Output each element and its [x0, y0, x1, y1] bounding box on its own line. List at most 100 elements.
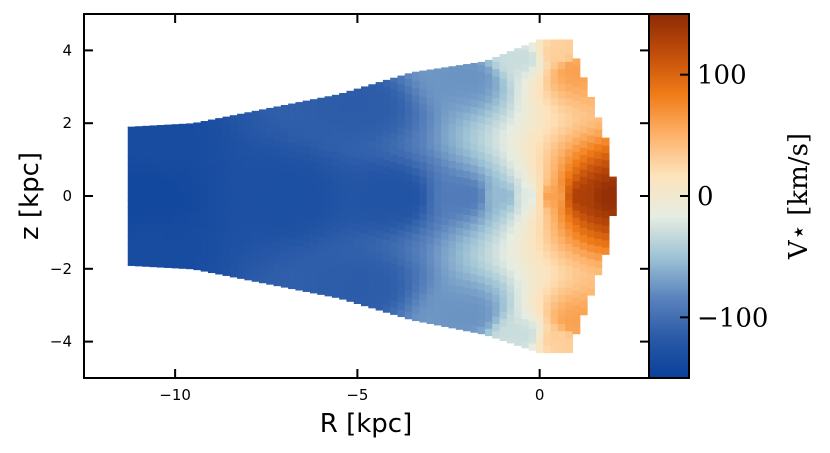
- velocity-cell: [382, 115, 391, 124]
- velocity-cell: [215, 186, 224, 195]
- velocity-cell: [193, 189, 202, 198]
- velocity-cell: [419, 270, 428, 279]
- velocity-cell: [543, 83, 552, 92]
- velocity-cell: [317, 141, 326, 150]
- velocity-cell: [514, 272, 523, 281]
- velocity-cell: [557, 279, 566, 288]
- velocity-cell: [251, 259, 260, 268]
- velocity-cell: [273, 205, 282, 214]
- velocity-cell: [528, 95, 537, 104]
- velocity-cell: [288, 128, 297, 137]
- velocity-cell: [164, 252, 173, 261]
- velocity-cell: [565, 148, 574, 157]
- velocity-cell: [200, 212, 209, 221]
- velocity-cell: [514, 185, 523, 193]
- velocity-cell: [193, 254, 202, 263]
- velocity-cell: [397, 309, 406, 318]
- velocity-cell: [375, 186, 384, 195]
- velocity-cell: [273, 132, 282, 141]
- velocity-cell: [448, 123, 457, 132]
- velocity-cell: [156, 230, 165, 239]
- velocity-cell: [441, 260, 450, 269]
- velocity-cell: [594, 165, 603, 174]
- velocity-cell: [506, 80, 515, 89]
- velocity-cell: [587, 105, 595, 114]
- velocity-cell: [419, 70, 428, 76]
- velocity-cell: [310, 154, 318, 163]
- velocity-cell: [339, 95, 348, 104]
- velocity-cell: [164, 245, 173, 254]
- velocity-cell: [528, 109, 537, 118]
- velocity-cell: [419, 234, 428, 243]
- velocity-cell: [477, 137, 486, 145]
- velocity-cell: [587, 258, 595, 267]
- velocity-cell: [550, 250, 559, 259]
- velocity-cell: [506, 175, 515, 184]
- velocity-cell: [528, 51, 537, 60]
- velocity-cell: [200, 205, 209, 214]
- velocity-cell: [433, 266, 442, 275]
- velocity-cell: [419, 300, 428, 308]
- velocity-cell: [426, 112, 435, 121]
- velocity-cell: [477, 238, 486, 247]
- velocity-cell: [156, 125, 165, 130]
- velocity-cell: [579, 147, 588, 156]
- velocity-cell: [375, 82, 384, 85]
- velocity-cell: [368, 242, 377, 251]
- velocity-cell: [579, 220, 588, 228]
- velocity-cell: [382, 217, 391, 226]
- velocity-cell: [164, 124, 173, 130]
- velocity-cell: [463, 287, 471, 295]
- velocity-cell: [142, 135, 151, 144]
- velocity-cell: [601, 246, 610, 255]
- velocity-cell: [506, 73, 515, 82]
- velocity-cell: [353, 172, 362, 181]
- velocity-cell: [164, 150, 173, 159]
- velocity-cell: [484, 109, 493, 118]
- velocity-cell: [536, 330, 544, 339]
- velocity-cell: [368, 293, 377, 302]
- velocity-cell: [361, 159, 369, 168]
- velocity-cell: [514, 330, 523, 339]
- velocity-cell: [514, 75, 523, 84]
- velocity-cell: [448, 145, 457, 154]
- velocity-cell: [506, 95, 515, 104]
- velocity-cell: [164, 223, 173, 232]
- velocity-cell: [390, 146, 399, 155]
- velocity-cell: [463, 243, 471, 252]
- velocity-cell: [514, 250, 523, 259]
- velocity-cell: [499, 121, 508, 130]
- velocity-cell: [258, 180, 267, 189]
- velocity-cell: [536, 272, 544, 281]
- velocity-cell: [266, 276, 275, 285]
- velocity-cell: [594, 238, 603, 247]
- velocity-cell: [441, 202, 450, 211]
- velocity-cell: [521, 85, 530, 94]
- velocity-cell: [506, 204, 515, 213]
- velocity-cell: [455, 227, 464, 236]
- velocity-cell: [470, 324, 479, 333]
- velocity-cell: [295, 187, 304, 196]
- velocity-cell: [528, 284, 537, 293]
- velocity-cell: [135, 236, 143, 245]
- velocity-cell: [557, 228, 566, 237]
- velocity-cell: [484, 306, 493, 315]
- velocity-cell: [382, 232, 391, 240]
- velocity-cell: [543, 316, 552, 324]
- velocity-cell: [433, 121, 442, 129]
- velocity-cell: [536, 228, 544, 237]
- velocity-cell: [244, 228, 253, 237]
- velocity-cell: [135, 127, 143, 136]
- velocity-cell: [528, 342, 537, 351]
- velocity-cell: [251, 222, 260, 231]
- velocity-cell: [601, 137, 610, 146]
- velocity-cell: [149, 150, 158, 158]
- velocity-cell: [302, 160, 311, 169]
- velocity-cell: [587, 142, 595, 151]
- velocity-cell: [492, 272, 501, 281]
- velocity-cell: [550, 46, 559, 55]
- velocity-cell: [171, 253, 180, 262]
- velocity-cell: [186, 159, 194, 168]
- velocity-cell: [288, 230, 297, 239]
- velocity-cell: [448, 174, 457, 183]
